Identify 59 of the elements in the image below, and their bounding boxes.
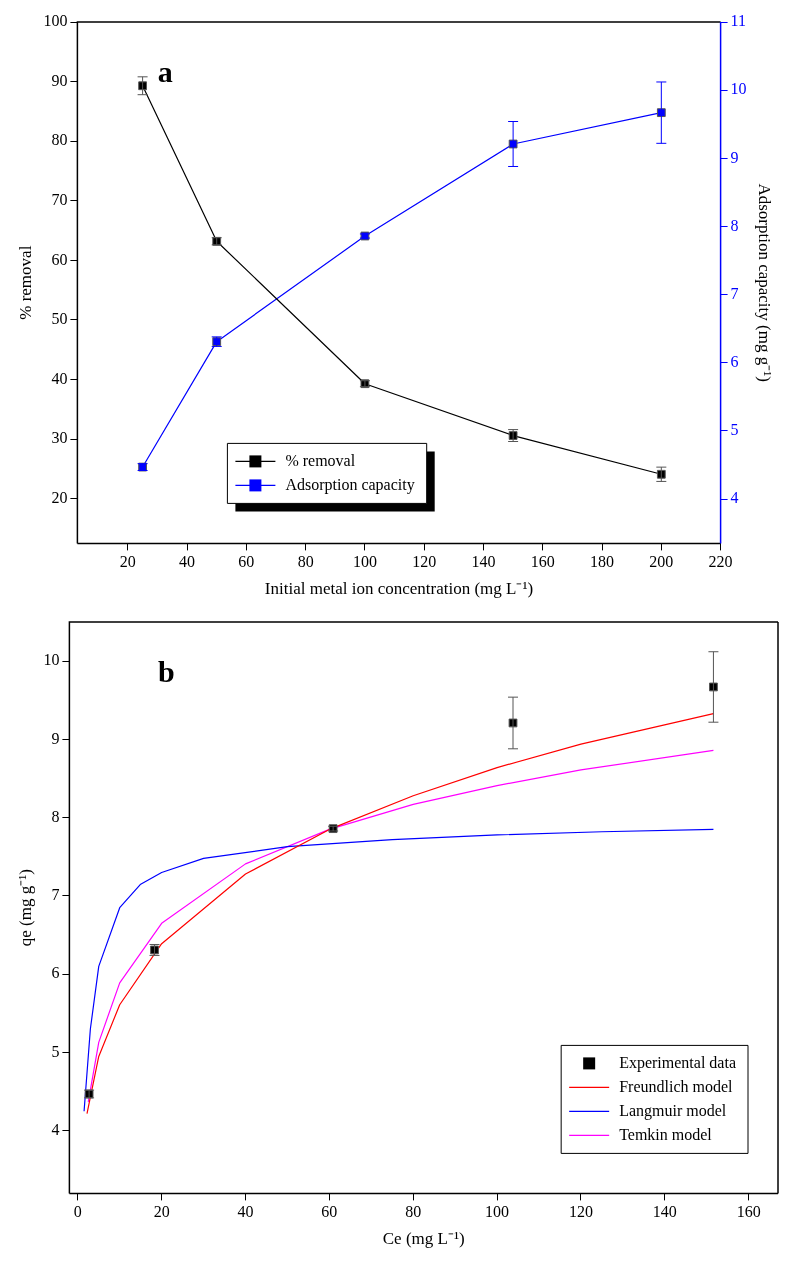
y-tick-label: 100: [43, 12, 68, 30]
y2-tick-label: 10: [730, 80, 747, 98]
y-tick-label: 90: [51, 71, 68, 89]
x-tick-label: 180: [590, 553, 615, 571]
text: a: [157, 55, 173, 88]
y-tick-label: 7: [51, 886, 60, 904]
y2-tick-label: 8: [730, 216, 739, 234]
y-tick-label: 30: [51, 429, 68, 447]
x-tick-label: 200: [649, 553, 674, 571]
y2-tick-label: 11: [730, 12, 747, 30]
text: b: [157, 655, 175, 688]
y-tick-label: 6: [51, 964, 60, 982]
x-tick-label: 120: [412, 553, 437, 571]
y-tick-label: 9: [51, 729, 60, 747]
x-tick-label: 140: [652, 1203, 677, 1221]
x-tick-label: 100: [485, 1203, 510, 1221]
x-tick-label: 20: [119, 553, 136, 571]
legend-label: Freundlich model: [619, 1077, 734, 1095]
y-tick-label: 5: [51, 1042, 60, 1060]
x-tick-label: 120: [568, 1203, 593, 1221]
x-tick-label: 80: [297, 553, 314, 571]
x-axis-title: Ce (mg L⁻¹): [382, 1229, 465, 1249]
y-tick-label: 50: [51, 310, 68, 328]
x-tick-label: 40: [237, 1203, 254, 1221]
x-tick-label: 140: [471, 553, 496, 571]
y-axis-title: % removal: [15, 245, 35, 320]
legend-label: Adsorption capacity: [285, 475, 415, 494]
x-tick-label: 0: [73, 1203, 82, 1221]
x-tick-label: 160: [736, 1203, 761, 1221]
x-tick-label: 60: [238, 553, 255, 571]
legend-label: % removal: [285, 451, 356, 469]
legend-label: Langmuir model: [619, 1101, 727, 1120]
legend-label: Experimental data: [619, 1053, 737, 1072]
x-tick-label: 40: [179, 553, 196, 571]
y-tick-label: 10: [43, 651, 60, 669]
x-tick-label: 100: [352, 553, 377, 571]
x-axis-title: Initial metal ion concentration (mg L⁻¹): [264, 579, 534, 599]
legend-label: Temkin model: [619, 1125, 713, 1143]
point: [508, 139, 518, 149]
x-tick-label: 60: [321, 1203, 338, 1221]
y2-tick-label: 5: [730, 421, 739, 439]
y-axis-title: qe (mg g⁻¹): [15, 869, 35, 947]
y-tick-label: 4: [51, 1120, 60, 1138]
point: [656, 108, 666, 118]
y-tick-label: 70: [51, 190, 68, 208]
y2-tick-label: 7: [730, 284, 739, 302]
y2-axis-title: Adsorption capacity (mg g⁻¹): [755, 183, 775, 382]
x-tick-label: 20: [153, 1203, 170, 1221]
x-tick-label: 160: [530, 553, 555, 571]
y-tick-label: 60: [51, 250, 68, 268]
y-tick-label: 20: [51, 488, 68, 506]
x-tick-label: 80: [405, 1203, 422, 1221]
y2-tick-label: 6: [730, 352, 739, 370]
y-tick-label: 80: [51, 131, 68, 149]
y-tick-label: 40: [51, 369, 68, 387]
y2-tick-label: 9: [730, 148, 739, 166]
y-tick-label: 8: [51, 807, 60, 825]
x-tick-label: 220: [708, 553, 733, 571]
y2-tick-label: 4: [730, 489, 739, 507]
